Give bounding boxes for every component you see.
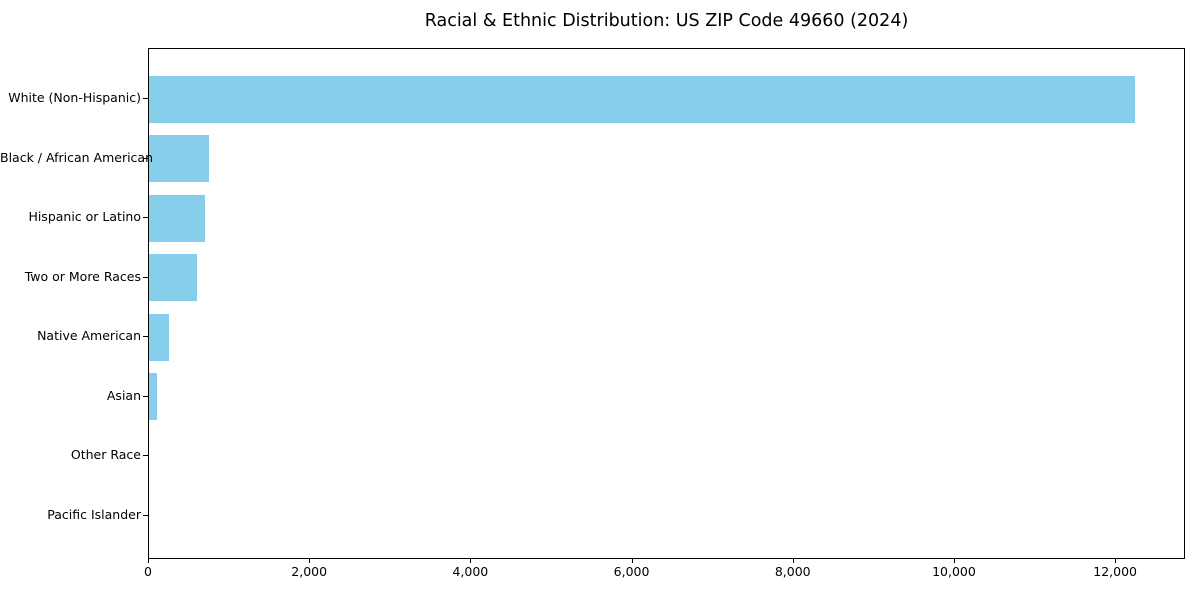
bar [149, 313, 170, 361]
y-tick-label: Native American [37, 328, 141, 343]
x-tick-label: 6,000 [613, 564, 650, 579]
x-tick-mark [470, 559, 472, 563]
y-tick-mark [143, 276, 148, 278]
x-tick-label: 12,000 [1093, 564, 1137, 579]
plot-area [148, 48, 1185, 559]
bar [149, 135, 210, 182]
bar [149, 75, 1135, 123]
y-tick-label: Black / African American [0, 149, 154, 165]
y-tick-label: Asian [106, 387, 141, 403]
x-tick-mark [792, 559, 794, 563]
y-tick-label: Hispanic or Latino [28, 209, 141, 224]
y-tick-mark [143, 98, 148, 99]
x-tick-mark [148, 559, 149, 563]
x-tick-label: 0 [144, 564, 152, 579]
x-tick-label: 8,000 [774, 564, 811, 579]
y-tick-mark [143, 157, 148, 159]
y-tick-mark [143, 455, 148, 456]
y-tick-mark [143, 395, 148, 397]
y-tick-label: Other Race [70, 447, 141, 462]
y-tick-mark [143, 336, 148, 337]
x-tick-mark [631, 559, 633, 563]
x-tick-mark [309, 559, 311, 563]
y-tick-mark [143, 514, 148, 516]
bar [149, 254, 197, 301]
y-tick-mark [143, 217, 148, 218]
x-tick-mark [953, 559, 955, 563]
x-tick-mark [1115, 559, 1117, 563]
bar [149, 373, 158, 420]
y-tick-label: Pacific Islander [47, 506, 141, 522]
chart-title: Racial & Ethnic Distribution: US ZIP Cod… [424, 11, 909, 31]
y-tick-label: Two or More Races [24, 268, 141, 284]
x-tick-label: 4,000 [452, 564, 489, 579]
y-tick-label: White (Non-Hispanic) [8, 90, 141, 105]
bar [149, 194, 206, 242]
x-tick-label: 10,000 [932, 564, 976, 579]
x-tick-label: 2,000 [291, 564, 328, 579]
